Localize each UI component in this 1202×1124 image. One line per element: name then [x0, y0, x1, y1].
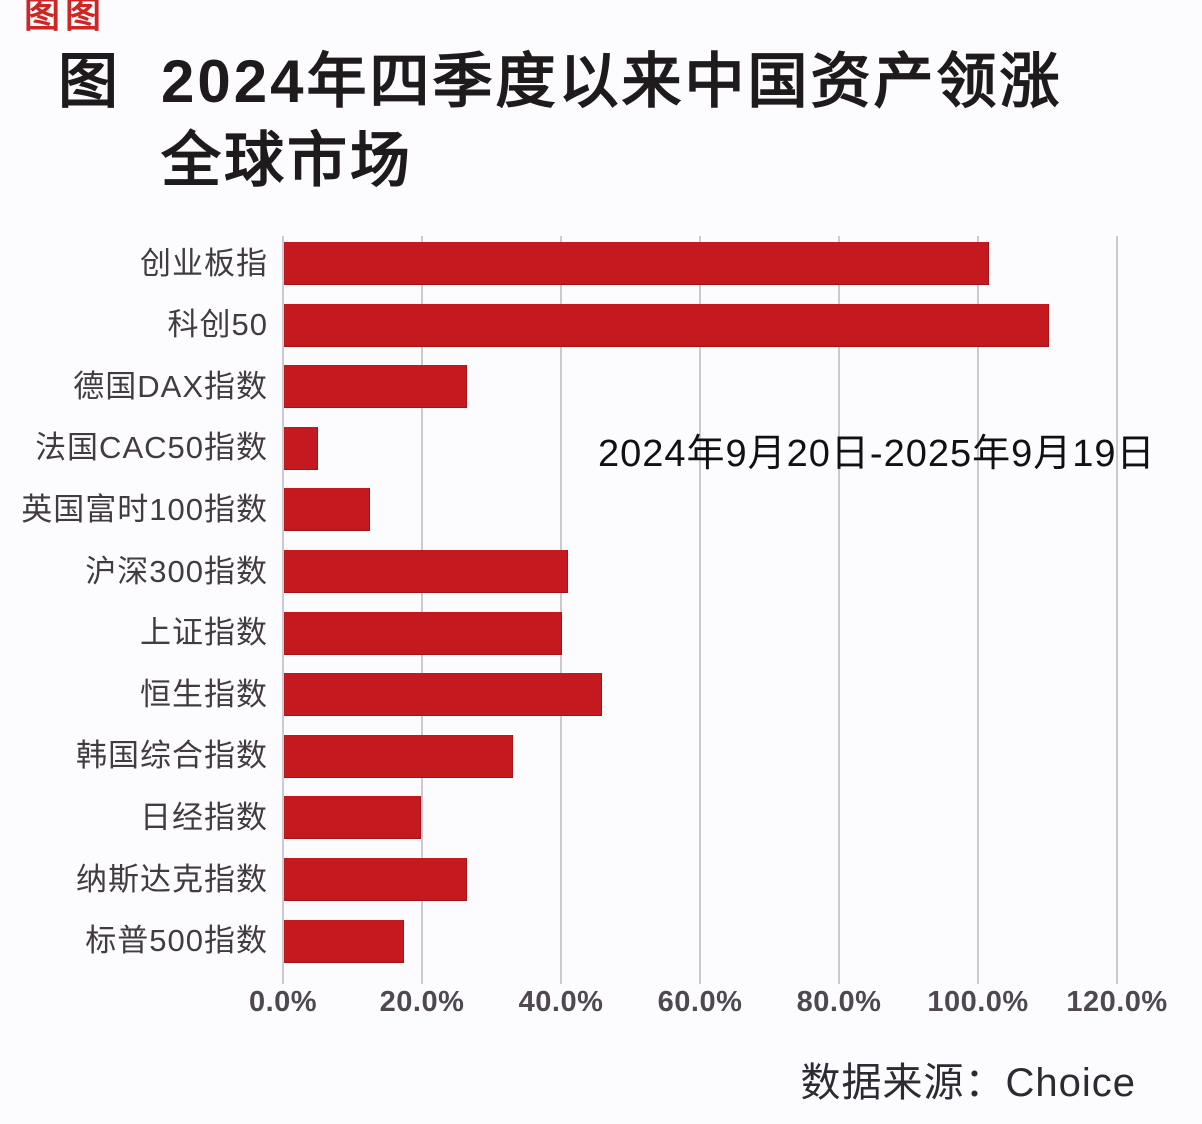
category-label-10: 纳斯达克指数: [76, 861, 268, 897]
x-tick-label: 100.0%: [927, 986, 1029, 1018]
date-range-annotation: 2024年9月20日-2025年9月19日: [598, 433, 1156, 475]
bar-10: [284, 858, 468, 901]
chart-title-prefix: 图: [58, 48, 121, 115]
x-tick-label: 60.0%: [657, 986, 743, 1018]
gridline-x-40: [560, 236, 562, 984]
x-tick-label: 40.0%: [518, 986, 604, 1018]
x-tick-label: 80.0%: [796, 986, 882, 1018]
bar-0: [284, 242, 990, 285]
category-label-3: 法国CAC50指数: [35, 430, 268, 466]
gridline-x-0: [282, 236, 284, 984]
bar-9: [284, 796, 421, 840]
bar-6: [284, 611, 562, 655]
bar-8: [284, 734, 514, 778]
bar-1: [284, 303, 1049, 347]
category-label-7: 恒生指数: [140, 676, 268, 712]
category-label-11: 标普500指数: [85, 923, 268, 959]
category-label-8: 韩国综合指数: [76, 738, 268, 774]
category-label-2: 德国DAX指数: [73, 368, 268, 404]
bar-11: [284, 919, 405, 963]
gridline-x-120: [1116, 236, 1118, 984]
category-label-9: 日经指数: [140, 799, 268, 835]
x-tick-label: 0.0%: [248, 986, 318, 1018]
corner-red-marks: 图图: [24, 0, 107, 35]
gridline-x-100: [977, 236, 979, 984]
category-label-6: 上证指数: [140, 615, 268, 651]
bar-4: [284, 488, 371, 532]
chart-title-line2: 全球市场: [161, 127, 413, 195]
bar-3: [284, 426, 319, 470]
gridline-x-60: [699, 236, 701, 984]
chart-title-line1: 2024年四季度以来中国资产领涨: [161, 48, 1063, 115]
chart-title-text: 2024年四季度以来中国资产领涨 全球市场: [161, 42, 1062, 200]
gridline-x-80: [838, 236, 840, 984]
x-tick-label: 120.0%: [1066, 986, 1168, 1018]
chart-title: 图 2024年四季度以来中国资产领涨 全球市场: [58, 42, 1062, 200]
x-tick-label: 20.0%: [379, 986, 465, 1018]
category-label-0: 创业板指: [140, 245, 268, 281]
bar-5: [284, 550, 569, 593]
bar-7: [284, 673, 602, 717]
data-source-label: 数据来源：Choice: [800, 1061, 1136, 1105]
category-label-4: 英国富时100指数: [21, 491, 268, 527]
category-label-1: 科创50: [167, 307, 268, 343]
gridline-x-20: [421, 236, 423, 984]
category-label-5: 沪深300指数: [85, 553, 268, 589]
bar-2: [284, 365, 468, 409]
